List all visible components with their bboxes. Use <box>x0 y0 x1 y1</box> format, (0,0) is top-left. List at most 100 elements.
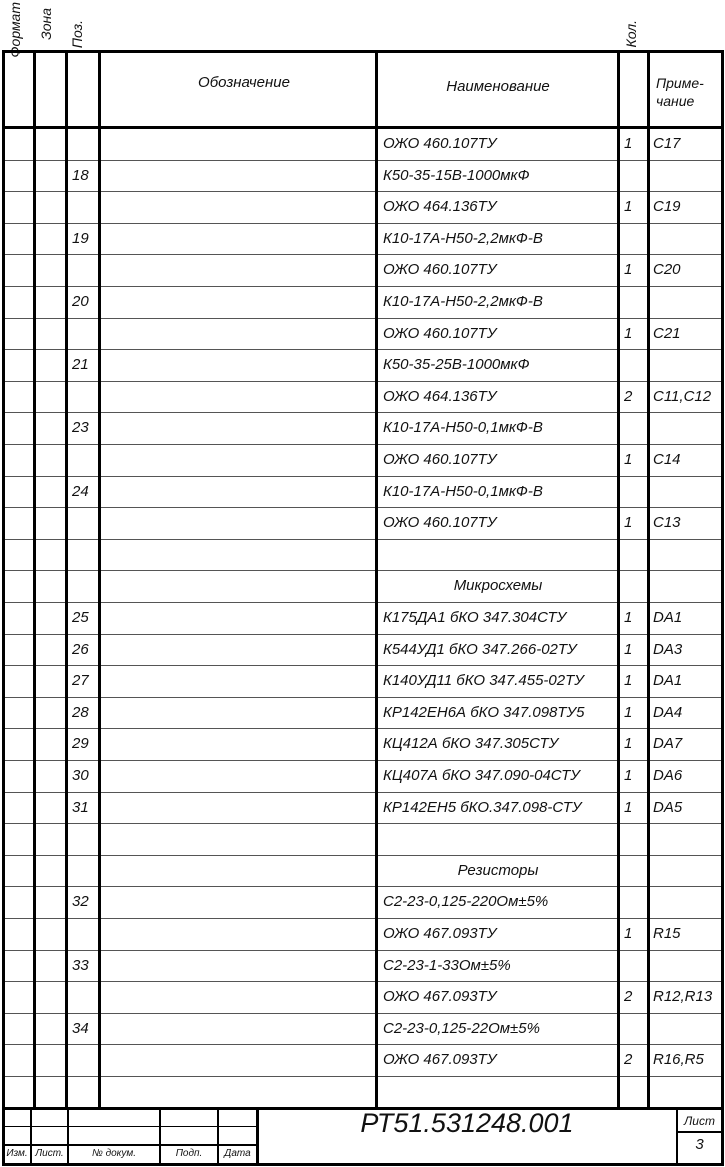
header-note-line2: чание <box>656 93 695 109</box>
row-divider <box>3 760 723 761</box>
row-divider <box>3 697 723 698</box>
row-divider <box>3 634 723 635</box>
row-divider <box>3 191 723 192</box>
row-divider <box>3 318 723 319</box>
row-name: ОЖО 467.093ТУ <box>383 925 497 942</box>
row-pos: 30 <box>72 767 89 784</box>
grid-line <box>33 50 36 1108</box>
grid-line <box>2 1163 724 1166</box>
header-pos: Поз. <box>69 20 85 49</box>
row-qty: 1 <box>624 261 633 279</box>
header-designation: Обозначение <box>198 74 290 91</box>
row-name: С2-23-1-33Ом±5% <box>383 956 511 974</box>
tb-izm: Изм. <box>6 1148 28 1159</box>
row-pos: 19 <box>72 229 89 247</box>
header-zone: Зона <box>38 8 54 40</box>
document-code: РТ51.531248.001 <box>360 1108 574 1138</box>
grid-line <box>65 50 68 1108</box>
row-pos: 20 <box>72 293 89 310</box>
row-name: К50-35-25В-1000мкФ <box>383 356 530 374</box>
row-qty: 2 <box>624 1051 633 1069</box>
row-name: ОЖО 460.107ТУ <box>383 451 497 468</box>
row-note: C13 <box>653 514 681 532</box>
row-name: ОЖО 460.107ТУ <box>383 135 497 152</box>
row-note: R16,R5 <box>653 1051 704 1069</box>
row-pos: 28 <box>72 703 89 721</box>
row-divider <box>3 349 723 350</box>
grid-line <box>2 1108 5 1165</box>
row-name: КЦ407А бКО 347.090-04СТУ <box>383 767 580 784</box>
row-qty: 1 <box>624 767 633 784</box>
grid-line <box>676 1131 722 1133</box>
row-note: C21 <box>653 324 681 342</box>
row-qty: 1 <box>624 640 633 658</box>
row-note: DA3 <box>653 640 683 658</box>
row-divider <box>3 855 723 856</box>
row-qty: 1 <box>624 735 633 753</box>
grid-line <box>30 1108 32 1165</box>
row-note: C11,C12 <box>653 387 712 405</box>
row-pos: 31 <box>72 798 89 816</box>
row-name: К140УД11 бКО 347.455-02ТУ <box>383 672 584 690</box>
row-divider <box>3 412 723 413</box>
row-note: DA4 <box>653 703 683 721</box>
row-divider <box>3 507 723 508</box>
row-divider <box>3 665 723 666</box>
row-pos: 32 <box>72 893 89 911</box>
row-note: DA6 <box>653 767 683 784</box>
row-qty: 1 <box>624 672 633 690</box>
section-title: Резисторы <box>457 861 539 879</box>
tb-signature: Подп. <box>175 1148 203 1159</box>
row-qty: 1 <box>624 198 633 216</box>
row-pos: 24 <box>72 482 89 500</box>
grid-line <box>2 1107 724 1110</box>
row-qty: 1 <box>624 798 633 816</box>
grid-line <box>159 1108 161 1165</box>
row-name: КР142ЕН6А бКО 347.098ТУ5 <box>383 703 585 721</box>
row-note: DA7 <box>653 735 683 753</box>
row-qty: 1 <box>624 514 633 532</box>
row-qty: 2 <box>624 988 633 1006</box>
row-name: К175ДА1 бКО 347.304СТУ <box>383 609 567 626</box>
row-note: DA1 <box>653 672 683 690</box>
row-note: C20 <box>653 261 681 279</box>
tb-doc-no: № докум. <box>91 1148 137 1159</box>
row-name: К10-17А-Н50-2,2мкФ-В <box>383 293 543 310</box>
row-qty: 1 <box>624 451 633 468</box>
row-name: К10-17А-Н50-0,1мкФ-В <box>383 482 543 500</box>
row-note: C17 <box>653 135 681 152</box>
sheet-label: Лист <box>684 1114 715 1128</box>
row-pos: 18 <box>72 166 89 184</box>
grid-line <box>721 50 724 1108</box>
grid-line <box>617 50 620 1108</box>
row-name: ОЖО 460.107ТУ <box>383 261 497 279</box>
row-divider <box>3 476 723 477</box>
row-name: ОЖО 464.136ТУ <box>383 198 497 216</box>
row-divider <box>3 539 723 540</box>
row-divider <box>3 1013 723 1014</box>
grid-line <box>647 50 650 1108</box>
tb-date: Дата <box>224 1148 251 1159</box>
row-divider <box>3 254 723 255</box>
row-divider <box>3 886 723 887</box>
grid-line <box>721 1108 724 1165</box>
row-pos: 33 <box>72 956 89 974</box>
row-name: КЦ412А бКО 347.305СТУ <box>383 735 559 753</box>
row-divider <box>3 823 723 824</box>
row-name: К544УД1 бКО 347.266-02ТУ <box>383 640 577 658</box>
row-name: К10-17А-Н50-2,2мкФ-В <box>383 229 543 247</box>
row-pos: 25 <box>72 609 89 626</box>
row-note: C14 <box>653 451 681 468</box>
row-divider <box>3 602 723 603</box>
row-note: R15 <box>653 925 681 942</box>
row-name: КР142ЕН5 бКО.347.098-СТУ <box>383 798 582 816</box>
row-name: ОЖО 460.107ТУ <box>383 324 497 342</box>
grid-line <box>2 50 724 53</box>
row-note: DA5 <box>653 798 683 816</box>
tb-list: Лист. <box>35 1148 64 1159</box>
row-divider <box>3 160 723 161</box>
row-divider <box>3 444 723 445</box>
row-divider <box>3 1044 723 1045</box>
grid-line <box>676 1108 678 1165</box>
grid-line <box>2 1126 257 1127</box>
